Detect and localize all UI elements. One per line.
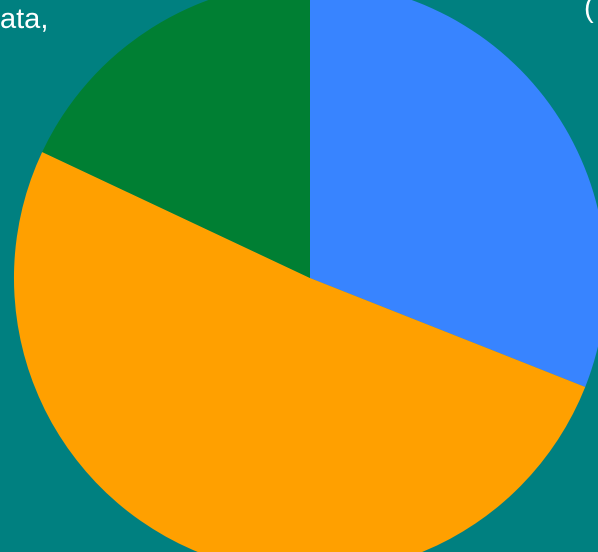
pie-slices <box>13 0 598 552</box>
pie-slice-1 <box>310 0 598 387</box>
cropped-text-right: ( <box>584 0 594 24</box>
cropped-text-left: ata, <box>0 3 49 35</box>
pie-slice-3 <box>42 0 310 278</box>
pie-slice-2 <box>13 151 586 552</box>
